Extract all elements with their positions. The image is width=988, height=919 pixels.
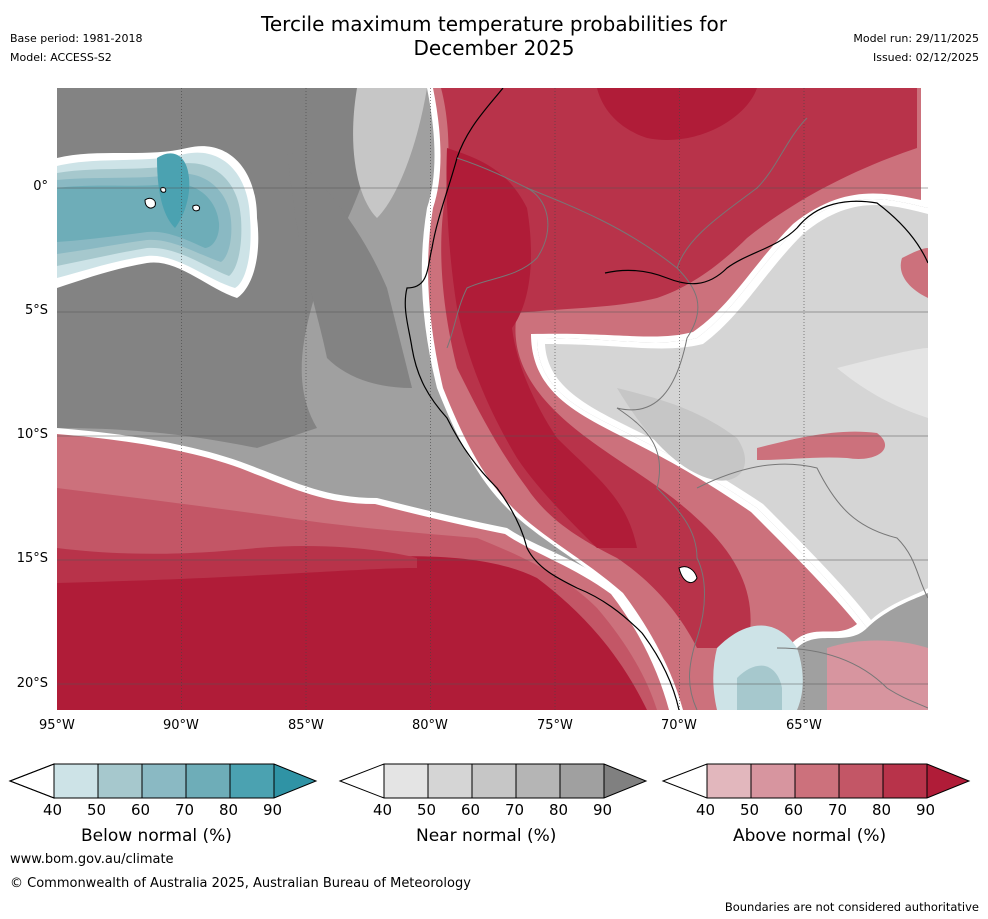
probability-map bbox=[57, 88, 928, 710]
near-normal-70-patch bbox=[353, 88, 427, 218]
colorbar-below-swatch-3 bbox=[142, 764, 186, 798]
above-normal-label: Above normal (%) bbox=[733, 826, 887, 846]
lon-label-90w: 90°W bbox=[163, 718, 199, 733]
colorbar-above-max-arrow bbox=[927, 764, 969, 798]
above-normal-80-band bbox=[57, 546, 417, 583]
lat-label-0: 0° bbox=[33, 179, 48, 194]
colorbar-above-outline bbox=[661, 763, 971, 799]
below-tick-50: 50 bbox=[87, 801, 107, 819]
near-tick-60: 60 bbox=[461, 801, 481, 819]
colorbar-above-swatch-4 bbox=[839, 764, 883, 798]
title-line-2: December 2025 bbox=[413, 36, 575, 60]
footer-url[interactable]: www.bom.gov.au/climate bbox=[10, 852, 174, 867]
galapagos-island-east bbox=[192, 204, 200, 212]
colorbar-near-outline bbox=[338, 763, 648, 799]
border-peru-colombia-brazil bbox=[526, 187, 699, 411]
border-bolivia-brazil bbox=[696, 463, 928, 599]
galapagos-island-small bbox=[160, 187, 167, 193]
colorbar-near-swatch-4 bbox=[516, 764, 560, 798]
below-tick-40: 40 bbox=[43, 801, 63, 819]
colorbar-below-outline bbox=[8, 763, 318, 799]
below-tick-70: 70 bbox=[175, 801, 195, 819]
coastline bbox=[404, 88, 680, 710]
above-tick-90: 90 bbox=[916, 801, 936, 819]
near-normal-label: Near normal (%) bbox=[416, 826, 557, 846]
footer-disclaimer: Boundaries are not considered authoritat… bbox=[724, 900, 979, 914]
graticule-parallels bbox=[57, 187, 928, 685]
colorbar-below-swatch-5 bbox=[230, 764, 274, 798]
colorbar-below-normal bbox=[8, 763, 318, 799]
colorbar-near-swatch-2 bbox=[428, 764, 472, 798]
lon-label-95w: 95°W bbox=[39, 718, 75, 733]
above-normal-90-ocean bbox=[57, 556, 647, 710]
base-period: Base period: 1981-2018 bbox=[10, 32, 143, 45]
colorbar-near-swatch-1 bbox=[384, 764, 428, 798]
colorbar-above-swatch-3 bbox=[795, 764, 839, 798]
border-colombia-venezuela bbox=[676, 117, 808, 269]
issued-date: Issued: 02/12/2025 bbox=[872, 51, 979, 64]
colorbar-above-swatch-1 bbox=[707, 764, 751, 798]
above-tick-40: 40 bbox=[696, 801, 716, 819]
colorbar-above-swatch-2 bbox=[751, 764, 795, 798]
above-normal-east-patch bbox=[900, 248, 928, 298]
above-normal-inland-patch bbox=[757, 431, 886, 460]
colorbar-near-min-arrow bbox=[340, 764, 384, 798]
near-tick-90: 90 bbox=[593, 801, 613, 819]
above-normal-90-north bbox=[597, 88, 757, 140]
near-tick-50: 50 bbox=[417, 801, 437, 819]
lon-label-65w: 65°W bbox=[786, 718, 822, 733]
near-normal-50-inland bbox=[545, 205, 928, 620]
near-tick-70: 70 bbox=[505, 801, 525, 819]
colorbar-above-min-arrow bbox=[663, 764, 707, 798]
colorbar-near-swatch-5 bbox=[560, 764, 604, 798]
lat-label-20s: 20°S bbox=[16, 676, 48, 691]
border-ecuador-peru bbox=[446, 157, 549, 349]
colorbar-near-max-arrow bbox=[604, 764, 646, 798]
map-title: Tercile maximum temperature probabilitie… bbox=[0, 12, 988, 60]
near-normal-70-inland bbox=[617, 388, 746, 481]
colorbar-below-swatch-4 bbox=[186, 764, 230, 798]
below-tick-60: 60 bbox=[131, 801, 151, 819]
colorbar-below-swatch-1 bbox=[54, 764, 98, 798]
below-tick-90: 90 bbox=[263, 801, 283, 819]
colorbar-near-swatch-3 bbox=[472, 764, 516, 798]
lake-titicaca bbox=[678, 566, 698, 584]
near-normal-90-patch bbox=[287, 148, 412, 388]
below-normal-label: Below normal (%) bbox=[81, 826, 232, 846]
lon-label-85w: 85°W bbox=[288, 718, 324, 733]
model-run: Model run: 29/11/2025 bbox=[853, 32, 979, 45]
above-tick-70: 70 bbox=[828, 801, 848, 819]
amazon-river bbox=[604, 200, 928, 285]
colorbar-above-swatch-5 bbox=[883, 764, 927, 798]
lat-label-5s: 5°S bbox=[24, 303, 48, 318]
lon-label-75w: 75°W bbox=[537, 718, 573, 733]
above-normal-southeast bbox=[827, 640, 928, 710]
colorbar-below-min-arrow bbox=[8, 763, 55, 799]
map-canvas bbox=[57, 88, 928, 710]
galapagos-island bbox=[144, 197, 156, 209]
border-bolivia-paraguay bbox=[776, 647, 928, 709]
colorbar-above-normal bbox=[661, 763, 971, 799]
footer-copyright: © Commonwealth of Australia 2025, Austra… bbox=[10, 876, 471, 891]
lat-label-10s: 10°S bbox=[16, 427, 48, 442]
near-normal-40-inland bbox=[837, 348, 928, 418]
lon-label-80w: 80°W bbox=[412, 718, 448, 733]
above-tick-50: 50 bbox=[740, 801, 760, 819]
above-normal-90-land bbox=[446, 148, 637, 548]
below-tick-80: 80 bbox=[219, 801, 239, 819]
near-tick-80: 80 bbox=[549, 801, 569, 819]
title-line-1: Tercile maximum temperature probabilitie… bbox=[261, 12, 727, 36]
lon-label-70w: 70°W bbox=[661, 718, 697, 733]
colorbar-below-swatch-2 bbox=[98, 764, 142, 798]
lat-label-15s: 15°S bbox=[16, 551, 48, 566]
above-tick-80: 80 bbox=[872, 801, 892, 819]
near-tick-40: 40 bbox=[373, 801, 393, 819]
colorbar-below-max-arrow bbox=[274, 764, 316, 798]
colorbar-near-normal bbox=[338, 763, 648, 799]
above-tick-60: 60 bbox=[784, 801, 804, 819]
model-name: Model: ACCESS-S2 bbox=[10, 51, 112, 64]
border-peru-bolivia bbox=[616, 407, 705, 710]
below-normal-altiplano-50 bbox=[737, 665, 782, 710]
